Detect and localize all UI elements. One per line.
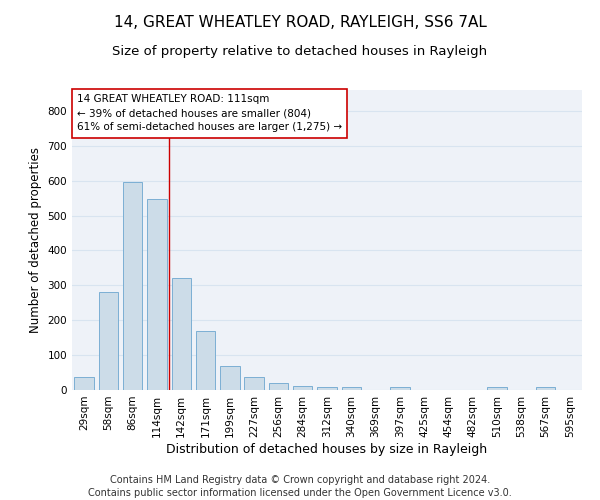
X-axis label: Distribution of detached houses by size in Rayleigh: Distribution of detached houses by size …: [166, 442, 488, 456]
Text: Size of property relative to detached houses in Rayleigh: Size of property relative to detached ho…: [112, 45, 488, 58]
Text: 14, GREAT WHEATLEY ROAD, RAYLEIGH, SS6 7AL: 14, GREAT WHEATLEY ROAD, RAYLEIGH, SS6 7…: [113, 15, 487, 30]
Bar: [220, 366, 239, 390]
Bar: [317, 387, 337, 390]
Bar: [244, 376, 264, 390]
Bar: [487, 387, 507, 390]
Bar: [123, 182, 142, 390]
Y-axis label: Number of detached properties: Number of detached properties: [29, 147, 42, 333]
Bar: [147, 199, 167, 390]
Bar: [99, 292, 118, 390]
Bar: [341, 387, 361, 390]
Bar: [390, 387, 410, 390]
Bar: [196, 330, 215, 390]
Bar: [74, 376, 94, 390]
Bar: [172, 278, 191, 390]
Bar: [269, 383, 288, 390]
Text: Contains public sector information licensed under the Open Government Licence v3: Contains public sector information licen…: [88, 488, 512, 498]
Text: Contains HM Land Registry data © Crown copyright and database right 2024.: Contains HM Land Registry data © Crown c…: [110, 475, 490, 485]
Text: 14 GREAT WHEATLEY ROAD: 111sqm
← 39% of detached houses are smaller (804)
61% of: 14 GREAT WHEATLEY ROAD: 111sqm ← 39% of …: [77, 94, 342, 132]
Bar: [536, 387, 555, 390]
Bar: [293, 386, 313, 390]
